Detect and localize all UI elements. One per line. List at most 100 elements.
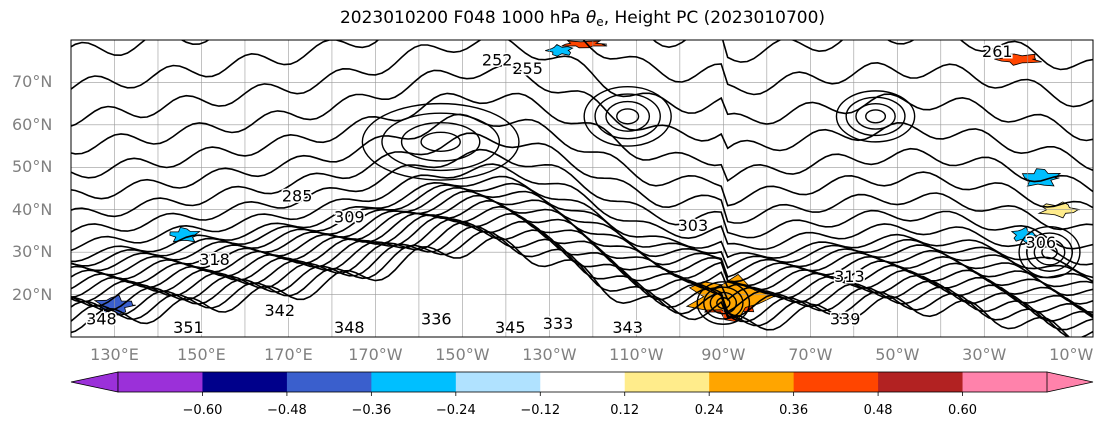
shaded-region (169, 226, 201, 243)
lat-tick-label: 50°N (12, 157, 53, 177)
contour-closed (594, 93, 661, 140)
shaded-region (561, 40, 608, 49)
lat-tick-label: 20°N (12, 284, 53, 304)
contour-label: 351 (173, 318, 204, 337)
lon-tick-label: 50°W (875, 345, 920, 364)
contour-line (71, 40, 1093, 108)
contour-label: 339 (830, 310, 861, 329)
colorbar-bin (371, 372, 457, 392)
colorbar-bin (286, 372, 372, 392)
contour-label: 342 (264, 301, 295, 320)
contour-label: 343 (612, 318, 643, 337)
colorbar-tick-label: −0.36 (351, 403, 392, 418)
contour-closed (1018, 225, 1081, 279)
chart-title: 2023010200 F048 1000 hPa θe, Height PC (… (339, 8, 826, 29)
lat-tick-label: 30°N (12, 242, 53, 262)
contour-closed (696, 281, 751, 325)
contour-label: 318 (199, 250, 230, 269)
lon-tick-label: 170°E (264, 345, 313, 364)
colorbar-frame (117, 371, 1048, 393)
map-frame (70, 39, 1094, 338)
contour-label: 348 (334, 318, 365, 337)
contour-closed (703, 286, 744, 320)
colorbar-bin (202, 372, 288, 392)
colorbar-tick-label: −0.12 (520, 403, 561, 418)
colorbar-bin (624, 372, 710, 392)
lon-tick-label: 70°W (788, 345, 833, 364)
contour-line (71, 190, 1093, 288)
colorbar-tick-label: −0.60 (182, 403, 223, 418)
colorbar (70, 371, 1094, 396)
colorbar-tick-label: −0.24 (435, 403, 476, 418)
contour-labels: 252 255 261 343 345 348 351 348 339 306 318 342 303 2… (85, 41, 1058, 337)
lon-tick-label: 90°W (701, 345, 746, 364)
contour-line (62, 0, 1099, 29)
contour-closed (1041, 245, 1058, 260)
contour-label: 313 (834, 267, 865, 286)
colorbar-bin (878, 372, 964, 392)
contour-closed (865, 109, 887, 124)
contour-line (71, 132, 1093, 231)
colorbar-bin (118, 372, 203, 392)
colorbar-tick-label: 0.12 (610, 403, 640, 418)
contour-closed (420, 131, 461, 153)
contour-line (71, 148, 1093, 250)
contour-closed (845, 96, 906, 137)
lon-tick-label: 170°W (348, 345, 403, 364)
shaded-region (545, 44, 574, 57)
colorbar-bin (540, 372, 626, 392)
colorbar-extend-under (70, 371, 119, 393)
colorbar-extend-over (1046, 371, 1094, 393)
lon-tick-label: 130°E (90, 345, 139, 364)
colorbar-tick-label: 0.24 (694, 403, 724, 418)
colorbar-bin (793, 372, 879, 392)
contour-line (71, 40, 1093, 71)
contour-line (71, 194, 1093, 297)
contour-label: 336 (421, 310, 452, 329)
contour-line (71, 225, 1093, 331)
lon-tick-label: 10°W (1049, 345, 1094, 364)
lat-tick-label: 40°N (12, 199, 53, 219)
lat-tick-label: 60°N (12, 114, 53, 134)
lon-tick-label: 150°E (177, 345, 226, 364)
colorbar-bin (962, 372, 1048, 392)
contour-line (71, 113, 1093, 209)
colorbar-bin (455, 372, 541, 392)
contour-label: 345 (495, 318, 526, 337)
contour-label: 285 (282, 186, 313, 205)
contour-line (71, 221, 1093, 322)
contour-closed (605, 100, 651, 132)
contour-line (71, 230, 1093, 337)
shaded-region (994, 53, 1042, 66)
contour-label: 255 (512, 59, 543, 78)
contour-label: 303 (678, 216, 709, 235)
contour-line (71, 64, 1093, 172)
contour-line (71, 182, 1093, 283)
contour-closed (381, 112, 501, 172)
contour-label: 348 (86, 310, 117, 329)
lon-tick-label: 130°W (522, 345, 577, 364)
contour-label: 309 (334, 208, 365, 227)
contour-closed (835, 90, 916, 143)
lon-tick-label: 150°W (435, 345, 490, 364)
contour-closed (1026, 232, 1074, 272)
contour-closed (1033, 238, 1066, 266)
contour-closed (855, 102, 896, 130)
height-contours (62, 0, 1099, 337)
colorbar-tick-label: −0.48 (266, 403, 307, 418)
colorbar-tick-label: 0.60 (948, 403, 978, 418)
contour-line (71, 40, 1093, 142)
contour-label: 333 (543, 314, 574, 333)
contour-label: 252 (482, 51, 513, 70)
contour-closed (583, 85, 672, 147)
contour-label: 261 (982, 42, 1013, 61)
contour-line (71, 163, 1093, 266)
colorbar-bin (709, 372, 795, 392)
lon-tick-label: 110°W (609, 345, 664, 364)
contour-line (71, 92, 1093, 193)
contour-line (71, 175, 1093, 279)
contour-closed (400, 122, 481, 162)
colorbar-tick-label: 0.48 (863, 403, 893, 418)
lon-tick-label: 30°W (962, 345, 1007, 364)
